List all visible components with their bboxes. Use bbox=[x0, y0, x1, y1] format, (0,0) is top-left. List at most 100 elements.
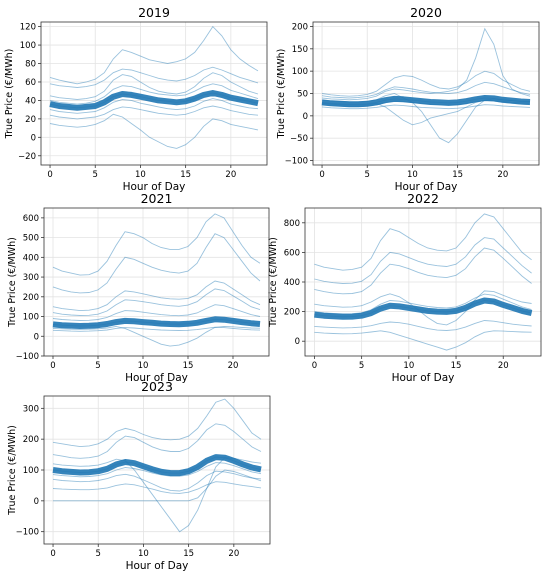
series-line bbox=[321, 81, 531, 99]
y-tick-label: 500 bbox=[23, 234, 39, 244]
y-tick-label: 600 bbox=[23, 214, 39, 224]
y-axis-label: True Price (€/MWh) bbox=[276, 49, 287, 140]
y-tick-label: 40 bbox=[25, 96, 36, 106]
y-tick-label: 400 bbox=[23, 253, 39, 263]
series-line-dense bbox=[49, 90, 259, 111]
series-line bbox=[52, 213, 261, 276]
subplot-title: 2021 bbox=[141, 191, 173, 206]
y-tick-label: 0 bbox=[295, 337, 300, 347]
x-tick-label: 20 bbox=[225, 170, 236, 180]
y-tick-label: −100 bbox=[16, 528, 39, 538]
x-tick-label: 5 bbox=[95, 361, 100, 371]
x-axis-label: Hour of Day bbox=[392, 372, 455, 384]
x-axis-label: Hour of Day bbox=[123, 181, 186, 193]
y-tick-label: −100 bbox=[285, 157, 308, 167]
series-line bbox=[314, 237, 532, 284]
x-tick-label: 0 bbox=[50, 361, 55, 371]
x-axis-label: Hour of Day bbox=[126, 560, 189, 572]
y-axis-label: True Price (€/MWh) bbox=[4, 49, 15, 140]
x-tick-label: 15 bbox=[183, 549, 194, 559]
series-line bbox=[52, 304, 261, 321]
y-tick-label: 100 bbox=[23, 313, 39, 323]
y-tick-label: 800 bbox=[284, 219, 300, 229]
y-tick-label: 0 bbox=[31, 133, 36, 143]
plot-frame bbox=[40, 21, 268, 166]
series-line bbox=[52, 481, 262, 494]
series-line-dense bbox=[314, 297, 533, 320]
subplot-2019: 0 5 10 15 20 −20 0 20 40 60 80 100 120 2019 Hour of Da… bbox=[4, 5, 268, 193]
series-line bbox=[321, 27, 531, 101]
x-tick-label: 5 bbox=[93, 170, 98, 180]
y-axis-label: True Price (€/MWh) bbox=[7, 425, 18, 516]
x-tick-label: 20 bbox=[228, 361, 239, 371]
y-tick-label: 80 bbox=[25, 60, 36, 70]
subplot-title: 2019 bbox=[138, 5, 170, 20]
x-tick-label: 5 bbox=[96, 549, 101, 559]
y-tick-label: 100 bbox=[20, 41, 36, 51]
series-line-dense bbox=[321, 95, 531, 108]
series-line bbox=[49, 98, 259, 114]
subplot-2020: 0 5 10 15 20 −100 −50 0 50 100 150 200 2020 Hour of D… bbox=[276, 5, 540, 193]
subplot-title: 2022 bbox=[407, 191, 439, 206]
y-tick-label: 20 bbox=[25, 115, 36, 125]
y-tick-label: 100 bbox=[292, 67, 308, 77]
y-tick-label: 200 bbox=[23, 293, 39, 303]
plot-frame bbox=[43, 207, 270, 357]
y-tick-label: 100 bbox=[23, 466, 39, 476]
series-line bbox=[314, 247, 532, 295]
y-tick-label: −20 bbox=[18, 152, 36, 162]
subplot-title: 2020 bbox=[410, 5, 442, 20]
x-tick-label: 15 bbox=[183, 361, 194, 371]
series-group bbox=[52, 398, 262, 533]
y-tick-label: 400 bbox=[284, 278, 300, 288]
series-line bbox=[49, 66, 259, 88]
x-tick-label: 0 bbox=[47, 170, 52, 180]
x-tick-label: 15 bbox=[180, 170, 191, 180]
y-axis-label: True Price (€/MWh) bbox=[7, 237, 18, 328]
y-axis-label: True Price (€/MWh) bbox=[268, 237, 279, 328]
series-line bbox=[314, 213, 532, 271]
series-line bbox=[53, 469, 262, 502]
y-tick-label: 0 bbox=[34, 332, 39, 342]
x-tick-label: 0 bbox=[312, 361, 317, 371]
x-tick-label: 20 bbox=[228, 549, 239, 559]
series-line bbox=[52, 326, 261, 332]
y-tick-label: 0 bbox=[303, 112, 308, 122]
y-tick-label: −50 bbox=[290, 134, 308, 144]
series-line bbox=[52, 325, 261, 347]
series-line bbox=[49, 25, 259, 85]
subplot-title: 2023 bbox=[141, 379, 173, 394]
x-tick-label: 0 bbox=[50, 549, 55, 559]
series-line bbox=[52, 233, 261, 294]
series-line bbox=[52, 470, 262, 492]
y-tick-label: 60 bbox=[25, 78, 36, 88]
x-tick-label: 5 bbox=[365, 170, 370, 180]
y-tick-label: −100 bbox=[16, 352, 39, 362]
y-tick-label: 600 bbox=[284, 248, 300, 258]
x-tick-label: 20 bbox=[497, 170, 508, 180]
series-group bbox=[49, 25, 259, 149]
series-line bbox=[49, 72, 259, 100]
series-line bbox=[52, 398, 262, 448]
series-line bbox=[49, 83, 259, 105]
x-tick-label: 10 bbox=[403, 361, 414, 371]
x-tick-label: 5 bbox=[359, 361, 364, 371]
subplot-2023: 0 5 10 15 20 −100 0 100 200 300 2023 Hour of Day Tru… bbox=[7, 379, 271, 572]
x-tick-label: 10 bbox=[138, 549, 149, 559]
y-tick-label: 120 bbox=[20, 23, 36, 33]
series-group bbox=[314, 213, 533, 351]
series-line bbox=[49, 113, 259, 149]
series-line bbox=[321, 104, 531, 110]
y-tick-label: 200 bbox=[292, 22, 308, 32]
x-tick-label: 20 bbox=[498, 361, 509, 371]
x-axis-label: Hour of Day bbox=[125, 372, 188, 384]
series-line-dense bbox=[52, 454, 262, 477]
series-line bbox=[52, 423, 262, 459]
x-tick-label: 0 bbox=[319, 170, 324, 180]
x-tick-label: 15 bbox=[452, 170, 463, 180]
series-line bbox=[49, 105, 259, 120]
series-line bbox=[321, 70, 531, 97]
x-tick-label: 10 bbox=[407, 170, 418, 180]
series-line bbox=[314, 290, 532, 326]
series-line bbox=[52, 280, 261, 312]
